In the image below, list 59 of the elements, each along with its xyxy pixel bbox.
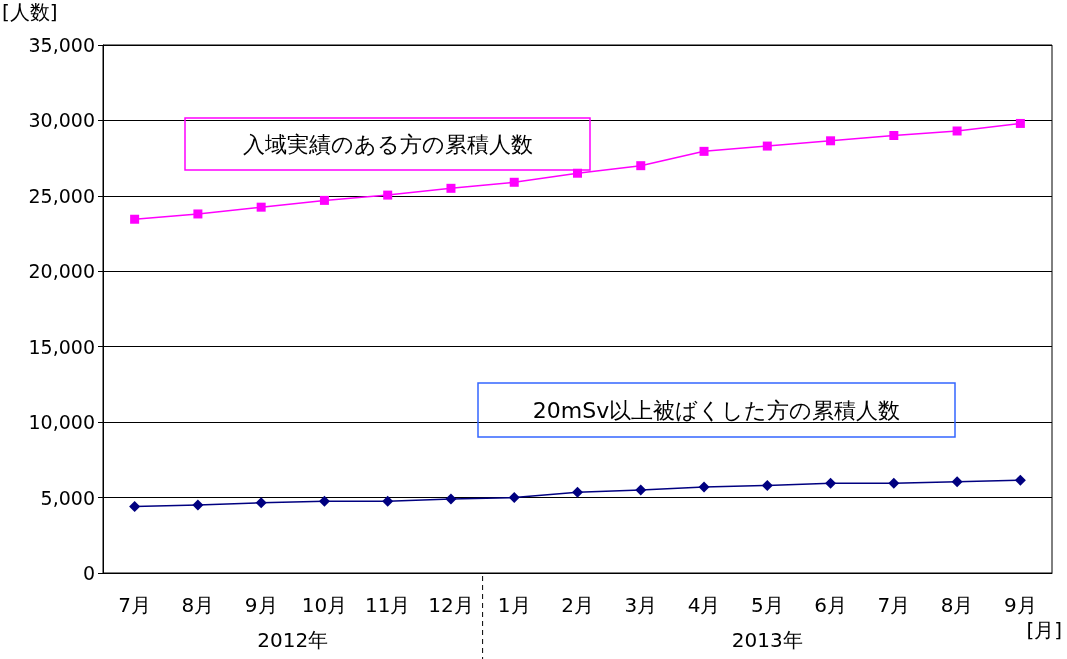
point — [508, 492, 520, 504]
y-tick-label: 5,000 — [40, 486, 95, 509]
point — [699, 146, 709, 156]
point — [889, 131, 899, 141]
point — [825, 477, 837, 489]
x-tick-label: 10月 — [301, 593, 348, 617]
y-tick-label: 10,000 — [28, 411, 95, 434]
y-tick-label: 25,000 — [28, 184, 95, 207]
y-tick-label: 0 — [82, 562, 95, 584]
x-axis-title: [月] — [1026, 618, 1062, 642]
text: 2013年 — [731, 628, 803, 652]
x-tick-label: 4月 — [687, 593, 721, 617]
y-axis-title: [人数] — [2, 0, 58, 24]
y-tick-label: 20,000 — [28, 260, 95, 283]
x-tick-label: 3月 — [624, 593, 658, 617]
point — [192, 499, 204, 511]
point — [319, 195, 329, 205]
point — [446, 183, 456, 193]
point — [573, 168, 582, 178]
point — [951, 476, 963, 488]
x-tick-label: 9月 — [1004, 593, 1037, 617]
point — [509, 177, 519, 187]
point — [952, 126, 962, 136]
point — [1014, 474, 1026, 486]
point — [761, 480, 773, 491]
x-tick-label: 7月 — [118, 593, 151, 617]
y-tick-label: 35,000 — [28, 34, 95, 56]
x-tick-label: 8月 — [181, 593, 215, 617]
point — [318, 495, 330, 507]
point — [193, 209, 203, 219]
point — [255, 497, 267, 509]
text: 20mSv以上被ばくした方の累積人数 — [532, 397, 901, 423]
x-tick-label: 9月 — [244, 593, 278, 617]
text: 2012年 — [257, 628, 329, 652]
x-tick-label: 5月 — [750, 593, 784, 617]
point — [445, 493, 457, 505]
point — [382, 495, 394, 507]
x-tick-label: 1月 — [497, 593, 531, 617]
x-tick-label: 8月 — [940, 593, 974, 617]
series-label: 入域実績のある方の累積人数 — [242, 131, 533, 157]
point — [762, 141, 772, 151]
point — [1015, 118, 1025, 128]
point — [130, 214, 140, 224]
point — [572, 486, 583, 498]
x-tick-label: 2月 — [561, 593, 594, 617]
point — [383, 190, 393, 200]
point — [256, 202, 266, 212]
point — [888, 477, 900, 489]
y-tick-label: 15,000 — [28, 335, 95, 358]
x-tick-label: 6月 — [814, 593, 847, 617]
point — [129, 501, 141, 513]
point — [636, 161, 646, 171]
x-tick-label: 11月 — [364, 593, 411, 617]
x-tick-label: 12月 — [428, 593, 474, 617]
y-tick-label: 30,000 — [28, 109, 95, 132]
x-tick-label: 7月 — [877, 593, 911, 617]
point — [635, 484, 647, 496]
point — [826, 136, 836, 146]
point — [698, 481, 710, 493]
